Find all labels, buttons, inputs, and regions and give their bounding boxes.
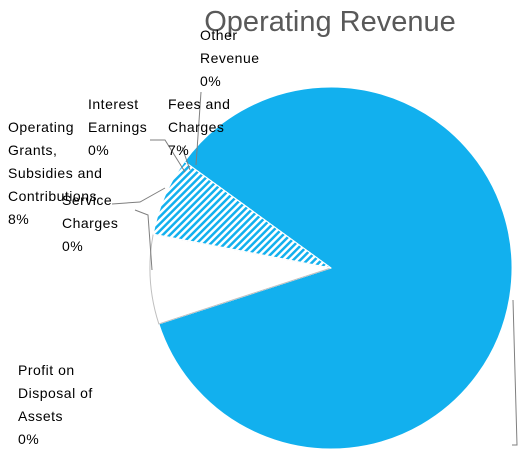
leader-lines <box>111 91 518 446</box>
data-label: Interest Earnings 0% <box>88 93 168 162</box>
label-name: Interest Earnings <box>88 96 148 135</box>
label-value: 7% <box>168 142 190 158</box>
label-name: Profit on Disposal of Assets <box>18 362 93 424</box>
label-name: Operating Grants, Subsidies and Contribu… <box>8 119 103 204</box>
pie-slice <box>158 86 513 450</box>
chart-title: Operating Revenue <box>204 6 456 38</box>
data-label: Other Revenue 0% <box>200 24 290 93</box>
data-label: Fees and Charges 7% <box>168 93 248 162</box>
data-label: Service Charges 0% <box>62 189 142 258</box>
label-value: 0% <box>200 73 222 89</box>
label-name: Service Charges <box>62 192 119 231</box>
label-value: 8% <box>8 211 30 227</box>
label-value: 0% <box>88 142 110 158</box>
data-label: Operating Grants, Subsidies and Contribu… <box>8 116 108 231</box>
label-value: 0% <box>18 431 40 447</box>
pie-slice <box>184 161 332 269</box>
pie-slice <box>149 233 332 325</box>
label-value: 0% <box>62 238 84 254</box>
label-name: Fees and Charges <box>168 96 231 135</box>
data-label: Profit on Disposal of Assets 0% <box>18 359 128 451</box>
label-name: Other Revenue <box>200 27 260 66</box>
